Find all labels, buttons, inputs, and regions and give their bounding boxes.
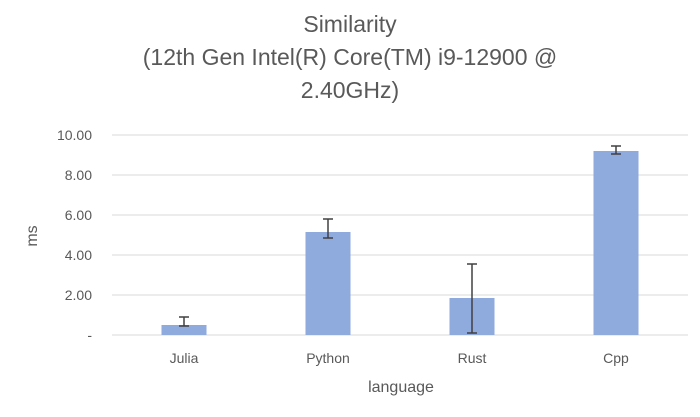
- gridlines: [112, 134, 688, 336]
- bar-julia: [161, 325, 207, 335]
- bar-cpp: [593, 151, 639, 335]
- chart-title-line-3: 2.40GHz): [300, 77, 400, 103]
- x-tick-label: Cpp: [603, 350, 629, 366]
- y-axis-label: ms: [24, 225, 41, 246]
- y-tick-label: 4.00: [65, 247, 92, 263]
- x-axis-label: language: [368, 379, 434, 396]
- y-tick-label: 6.00: [65, 207, 92, 223]
- x-tick-label: Rust: [458, 350, 487, 366]
- bar-python: [305, 232, 351, 335]
- x-tick-label: Python: [306, 350, 350, 366]
- chart-title-line-1: Similarity: [303, 11, 397, 37]
- y-tick-label: 8.00: [65, 167, 92, 183]
- y-tick-label: -: [87, 327, 92, 343]
- chart-title: Similarity (12th Gen Intel(R) Core(TM) i…: [0, 8, 700, 107]
- chart-title-line-2: (12th Gen Intel(R) Core(TM) i9-12900 @: [142, 44, 558, 70]
- error-bars: [179, 145, 621, 334]
- x-tick-labels: Julia Python Rust Cpp: [170, 350, 629, 366]
- x-tick-label: Julia: [170, 350, 199, 366]
- y-tick-label: 2.00: [65, 287, 92, 303]
- y-tick-labels: - 2.00 4.00 6.00 8.00 10.00: [57, 127, 92, 343]
- y-tick-label: 10.00: [57, 127, 92, 143]
- bars: [161, 151, 639, 335]
